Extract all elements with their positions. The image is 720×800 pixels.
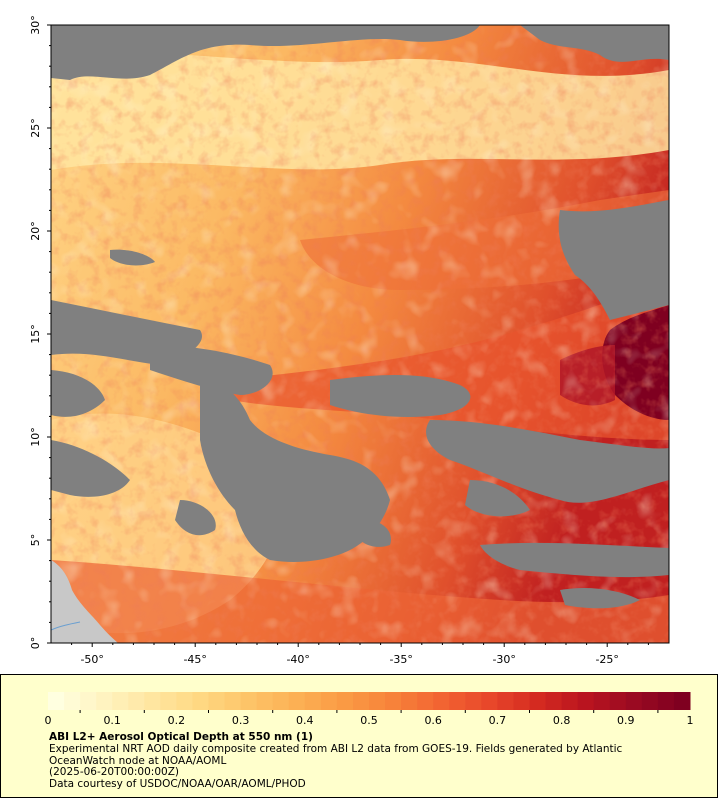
colorbar-cell xyxy=(609,692,627,710)
lat-tick-label: 10° xyxy=(29,427,42,447)
colorbar-cell xyxy=(481,692,498,710)
colorbar-cell xyxy=(433,692,450,710)
lat-tick-label: 30° xyxy=(29,15,42,35)
legend-panel: 0 0.1 0.2 0.3 0.4 0.5 0.6 0.7 0.8 0.9 1 ABI L2+ Ae… xyxy=(0,674,718,798)
colorbar-tick-label: 0.2 xyxy=(168,714,186,727)
river-icon xyxy=(51,621,81,631)
colorbar-cell xyxy=(625,692,643,710)
colorbar-cell xyxy=(352,692,370,710)
colorbar-tick-label: 0.8 xyxy=(553,714,571,727)
colorbar-cell xyxy=(128,692,145,710)
lat-tick-label: 5° xyxy=(29,534,42,547)
colorbar-cell xyxy=(272,692,290,710)
colorbar-cell xyxy=(545,692,563,710)
aod-map: 0° 5° 10° 15° 20° 25° 30° -50° -45° -40° -35° -30°… xyxy=(29,15,670,666)
colorbar-cell xyxy=(465,692,482,710)
no-data-regions xyxy=(51,25,669,609)
colorbar-tick-label: 0.1 xyxy=(103,714,121,727)
lon-tick-label: -40° xyxy=(286,653,309,666)
land-south-america xyxy=(51,560,118,643)
colorbar-cell xyxy=(561,692,579,710)
colorbar-tick-label: 0.9 xyxy=(617,714,635,727)
lon-tick-label: -45° xyxy=(183,653,206,666)
colorbar-cell xyxy=(304,692,322,710)
colorbar: 0 0.1 0.2 0.3 0.4 0.5 0.6 0.7 0.8 0.9 1 xyxy=(45,692,694,727)
colorbar-cell xyxy=(497,692,514,710)
colorbar-ticks: 0 0.1 0.2 0.3 0.4 0.5 0.6 0.7 0.8 0.9 1 xyxy=(45,710,694,727)
lon-tick-label: -35° xyxy=(389,653,412,666)
colorbar-cell xyxy=(48,692,65,710)
colorbar-tick-label: 0.3 xyxy=(232,714,250,727)
colorbar-cell xyxy=(641,692,659,710)
colorbar-cell xyxy=(64,692,81,710)
colorbar-cell xyxy=(144,692,161,710)
colorbar-cell xyxy=(577,692,595,710)
colorbar-cell xyxy=(673,692,691,710)
longitude-axis: -50° -45° -40° -35° -30° -25° xyxy=(71,643,649,666)
colorbar-cell xyxy=(369,692,386,710)
colorbar-cell xyxy=(417,692,434,710)
colorbar-cell xyxy=(96,692,113,710)
colorbar-cell xyxy=(401,692,418,710)
colorbar-tick-label: 0.6 xyxy=(424,714,442,727)
colorbar-cell xyxy=(160,692,177,710)
colorbar-cell xyxy=(513,692,530,710)
colorbar-tick-label: 0 xyxy=(45,714,52,727)
colorbar-cell xyxy=(385,692,402,710)
colorbar-cell xyxy=(240,692,258,710)
colorbar-cell xyxy=(449,692,466,710)
lon-tick-label: -25° xyxy=(595,653,618,666)
colorbar-cell xyxy=(224,692,242,710)
legend-description: Experimental NRT AOD daily composite cre… xyxy=(49,743,623,767)
colorbar-tick-label: 0.7 xyxy=(489,714,507,727)
lat-tick-label: 25° xyxy=(29,118,42,138)
lat-tick-label: 15° xyxy=(29,324,42,344)
legend-title: ABI L2+ Aerosol Optical Depth at 550 nm … xyxy=(49,731,313,743)
aod-field xyxy=(51,25,669,643)
colorbar-cell xyxy=(256,692,274,710)
lat-tick-label: 20° xyxy=(29,221,42,241)
colorbar-cells xyxy=(48,692,691,710)
lon-tick-label: -50° xyxy=(80,653,103,666)
colorbar-cell xyxy=(208,692,226,710)
latitude-axis: 0° 5° 10° 15° 20° 25° 30° xyxy=(29,15,51,649)
colorbar-cell xyxy=(176,692,193,710)
colorbar-tick-label: 1 xyxy=(687,714,694,727)
legend-credit: Data courtesy of USDOC/NOAA/OAR/AOML/PHO… xyxy=(49,778,306,790)
colorbar-cell xyxy=(320,692,338,710)
colorbar-cell xyxy=(192,692,209,710)
colorbar-cell xyxy=(529,692,547,710)
colorbar-cell xyxy=(593,692,611,710)
colorbar-cell xyxy=(288,692,306,710)
colorbar-cell xyxy=(80,692,97,710)
colorbar-tick-label: 0.5 xyxy=(360,714,378,727)
lon-tick-label: -30° xyxy=(492,653,515,666)
legend-timestamp: (2025-06-20T00:00:00Z) xyxy=(49,766,179,778)
colorbar-cell xyxy=(336,692,354,710)
lat-tick-label: 0° xyxy=(29,637,42,650)
colorbar-tick-label: 0.4 xyxy=(296,714,314,727)
colorbar-cell xyxy=(657,692,675,710)
colorbar-cell xyxy=(112,692,129,710)
